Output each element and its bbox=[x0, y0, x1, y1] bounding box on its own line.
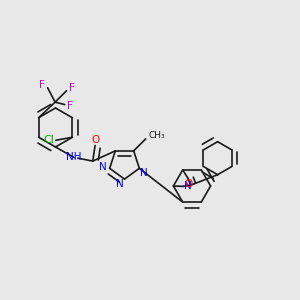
Text: N: N bbox=[140, 168, 148, 178]
Text: F: F bbox=[39, 80, 45, 90]
Text: F: F bbox=[67, 101, 73, 111]
Text: Cl: Cl bbox=[44, 135, 55, 145]
Text: NH: NH bbox=[66, 152, 82, 163]
Text: N: N bbox=[99, 162, 107, 172]
Text: N: N bbox=[184, 181, 192, 191]
Text: N: N bbox=[116, 178, 124, 189]
Text: O: O bbox=[91, 135, 99, 145]
Text: CH₃: CH₃ bbox=[148, 131, 165, 140]
Text: F: F bbox=[69, 83, 75, 93]
Text: O: O bbox=[184, 179, 193, 189]
